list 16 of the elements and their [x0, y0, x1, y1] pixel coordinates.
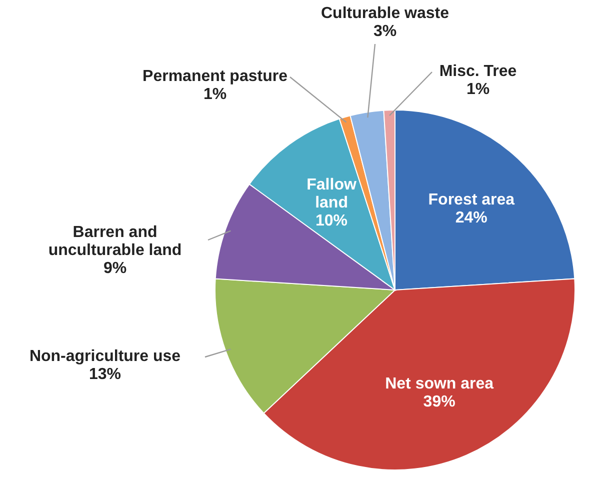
data-label: 1% [203, 86, 227, 103]
slice-label: Misc. Tree [439, 63, 517, 80]
data-label: 1% [466, 81, 490, 98]
slice-label: Culturable waste [320, 5, 450, 22]
slice-label: Net sown area [385, 375, 494, 392]
slice-label: Forest area [428, 192, 515, 209]
slice-label: Barren and unculturable land [48, 224, 182, 259]
data-label: 10% [316, 212, 348, 230]
data-label: 24% [455, 210, 488, 227]
data-label: 13% [88, 366, 122, 383]
data-label: 9% [103, 260, 127, 277]
slice-label: Fallow land [306, 176, 357, 212]
data-label: 39% [423, 393, 456, 410]
slice-label: Permanent pasture [142, 68, 288, 85]
data-label: 3% [373, 23, 397, 40]
slice-label: Non-agriculture use [29, 348, 181, 365]
